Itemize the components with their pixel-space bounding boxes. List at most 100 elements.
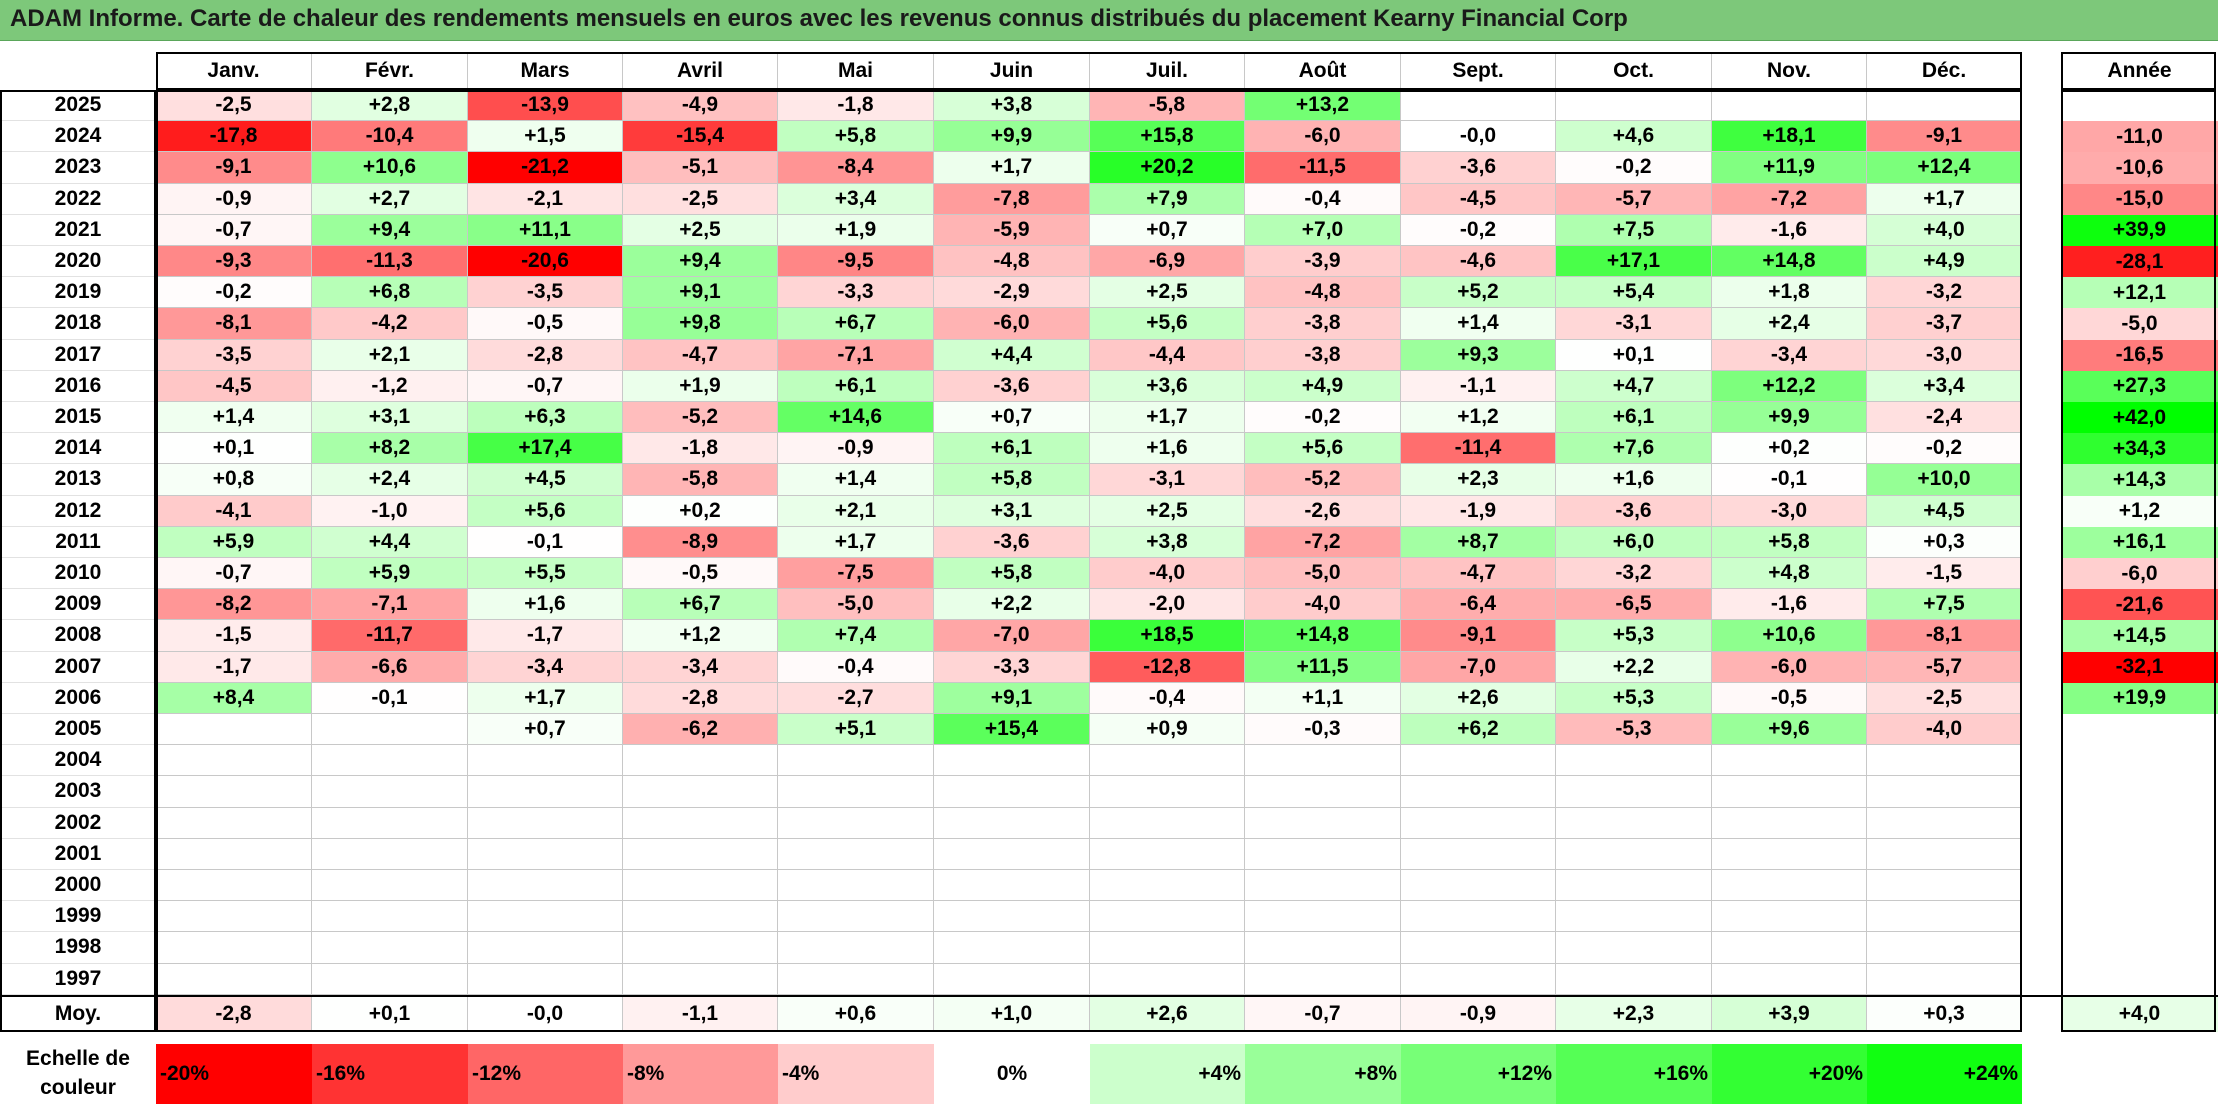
heatmap-cell: +9,3 [1401,339,1556,371]
color-scale-swatch: +24% [1867,1044,2022,1104]
heatmap-cell: +7,4 [778,620,934,652]
heatmap-cell [1556,932,1712,964]
heatmap-cell: -0,4 [1090,682,1245,714]
heatmap-cell: +2,8 [312,90,468,122]
heatmap-cell: -1,7 [156,651,312,683]
heatmap-cell: +10,6 [312,152,468,184]
annual-cell: +19,9 [2061,682,2218,714]
row-year-label: 2014 [0,433,156,465]
heatmap-cell: -11,4 [1401,433,1556,465]
heatmap-cell: +1,7 [934,152,1090,184]
column-header: Sept. [1401,52,1556,90]
heatmap-cell: +11,1 [468,214,623,246]
heatmap-cell: -6,9 [1090,246,1245,278]
heatmap-cell: +7,5 [1556,214,1712,246]
heatmap-cell [1401,90,1556,122]
heatmap-cell: +1,5 [468,121,623,153]
annual-cell: +14,3 [2061,464,2218,496]
heatmap-cell [623,901,778,933]
row-year-label: 2006 [0,683,156,714]
column-header: Déc. [1867,52,2022,90]
heatmap-cell: -1,5 [156,620,312,652]
row-year-label: 2017 [0,340,156,371]
heatmap-cell [1401,745,1556,777]
annual-cell: -5,0 [2061,308,2218,340]
row-year-label: 2023 [0,152,156,184]
color-scale-swatch: +12% [1401,1044,1556,1104]
annual-cell [2061,90,2218,122]
row-year-label: 2019 [0,277,156,309]
heatmap-cell: +2,4 [312,464,468,496]
heatmap-cell: -1,7 [468,620,623,652]
heatmap-cell: +0,1 [1556,339,1712,371]
heatmap-cell: +11,5 [1245,651,1401,683]
heatmap-cell: -3,4 [623,651,778,683]
heatmap-cell [1245,838,1401,870]
annual-cell [2061,714,2218,746]
heatmap-cell [468,932,623,964]
heatmap-cell: -3,3 [778,277,934,309]
heatmap-cell: +0,7 [934,402,1090,434]
heatmap-cell: -4,1 [156,495,312,527]
chart-title: ADAM Informe. Carte de chaleur des rende… [10,5,1628,32]
heatmap-cell [1712,745,1867,777]
heatmap-cell: -0,2 [1556,152,1712,184]
row-year-label: 2025 [0,90,156,122]
heatmap-cell: -0,2 [156,277,312,309]
heatmap-cell: +1,7 [468,682,623,714]
row-year-label: 2008 [0,620,156,652]
heatmap-cell: -4,8 [1245,277,1401,309]
heatmap-cell: +0,7 [468,714,623,746]
average-cell: +1,0 [934,996,1090,1032]
heatmap-cell: +2,2 [1556,651,1712,683]
heatmap-cell: -6,5 [1556,589,1712,621]
heatmap-cell: +9,4 [312,214,468,246]
heatmap-cell: +5,3 [1556,620,1712,652]
column-header: Févr. [312,52,468,90]
annual-cell: -28,1 [2061,246,2218,278]
heatmap-cell: +17,1 [1556,246,1712,278]
heatmap-cell [1867,901,2022,933]
heatmap-cell [156,776,312,808]
heatmap-cell [934,901,1090,933]
heatmap-cell: -4,8 [934,246,1090,278]
heatmap-cell: -8,1 [156,308,312,340]
row-year-label: 2004 [0,745,156,777]
heatmap-cell: -2,8 [468,339,623,371]
heatmap-cell [1090,838,1245,870]
row-year-label: 2015 [0,402,156,434]
heatmap-cell: -5,7 [1867,651,2022,683]
heatmap-cell [778,807,934,839]
heatmap-cell: +10,6 [1712,620,1867,652]
heatmap-cell: +11,9 [1712,152,1867,184]
heatmap-cell [1712,901,1867,933]
heatmap-cell: +2,5 [1090,277,1245,309]
heatmap-cell: +3,4 [778,183,934,215]
heatmap-cell: -6,6 [312,651,468,683]
heatmap-cell: -1,9 [1401,495,1556,527]
heatmap-cell [468,776,623,808]
heatmap-cell [1090,870,1245,902]
average-cell: +0,3 [1867,996,2022,1032]
heatmap-cell: -2,0 [1090,589,1245,621]
annual-cell [2061,745,2218,777]
heatmap-cell [1867,870,2022,902]
heatmap-cell: -6,2 [623,714,778,746]
heatmap-cell [778,776,934,808]
heatmap-cell: -2,6 [1245,495,1401,527]
heatmap-cell [156,838,312,870]
year-column-header: Année [2107,59,2172,82]
heatmap-cell: -3,0 [1867,339,2022,371]
heatmap-cell [778,838,934,870]
heatmap-cell [1401,807,1556,839]
heatmap-cell: -5,9 [934,214,1090,246]
heatmap-cell [623,807,778,839]
heatmap-cell: -4,7 [623,339,778,371]
column-header: Mai [778,52,934,90]
heatmap-cell: +5,2 [1401,277,1556,309]
heatmap-cell: +3,1 [934,495,1090,527]
heatmap-cell: +5,8 [934,464,1090,496]
heatmap-cell [1401,838,1556,870]
heatmap-cell [934,870,1090,902]
heatmap-cell: +0,2 [1712,433,1867,465]
